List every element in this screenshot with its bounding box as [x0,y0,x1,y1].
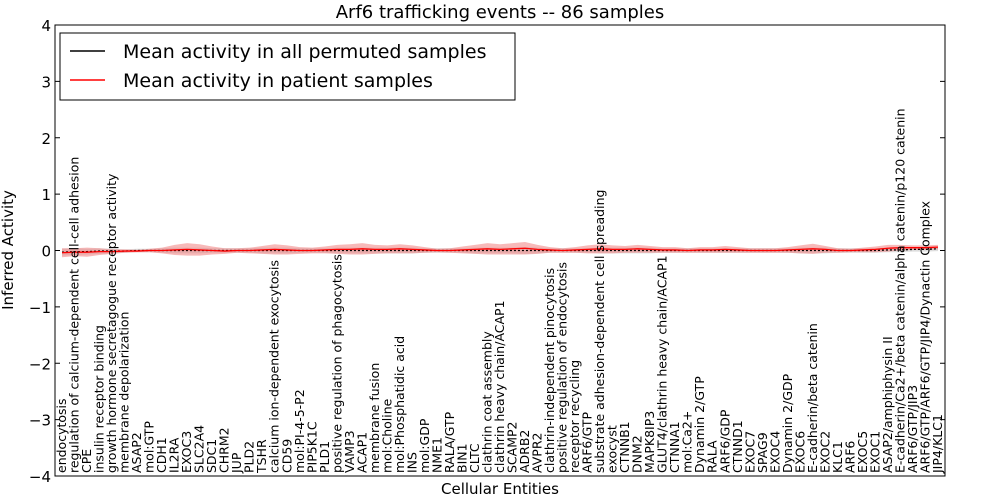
y-tick-label: −4 [29,468,51,486]
y-axis-label: Inferred Activity [0,190,17,310]
x-category-label: NME1 [429,437,444,473]
x-category-label: PLD2 [242,441,257,473]
legend: Mean activity in all permuted samples Me… [59,32,516,101]
x-category-label: ACAP1 [354,432,369,473]
x-category-label: AVPR2 [530,433,545,473]
x-category-label: EXOC3 [179,431,194,473]
x-category-label: EXOC4 [767,431,782,473]
x-category-label: INS [404,452,419,473]
y-tick-label: 3 [41,73,51,91]
x-category-label: ARF6 [842,441,857,473]
x-category-label: EXOC7 [742,431,757,473]
x-category-label: SLC2A4 [192,425,207,473]
x-axis-label: Cellular Entities [441,480,559,498]
x-category-label: CHRM2 [217,427,232,473]
x-category-label: ADRB2 [517,430,532,473]
x-category-label: mol:PI-4-5-P2 [292,389,307,473]
x-category-label: SPAG9 [755,432,770,473]
x-category-label: KLC1 [830,441,845,473]
x-category-label: mol:Phosphatidic acid [392,336,407,473]
x-category-label: CD59 [279,439,294,473]
x-category-label: ARF6/GTP [580,412,595,473]
x-category-label: clathrin heavy chain/ACAP1 [492,300,507,473]
x-category-label: endocytosis [54,398,69,473]
x-category-label: VAMP3 [342,430,357,473]
x-category-label: EXOC1 [867,431,882,473]
x-category-label: ASAP2 [129,432,144,473]
x-category-label: JUP [229,452,244,474]
x-category-label: MAPK8IP3 [642,411,657,473]
y-tick-label: 4 [41,17,51,35]
y-tick-label: −2 [29,355,51,373]
x-category-label: calcium ion-dependent exocytosis [267,260,282,473]
x-category-label: growth hormone secretagogue receptor act… [104,173,119,473]
x-category-label: exocyst [605,425,620,473]
x-category-label: JIP4/KLC1 [930,414,945,474]
x-category-label: mol:Choline [379,398,394,473]
legend-box [59,32,516,101]
y-tick-label: −1 [29,299,51,317]
y-tick-label: 0 [41,243,51,261]
x-category-label: EXOC5 [855,431,870,473]
x-category-label: insulin receptor binding [92,325,107,473]
x-category-label: BIN1 [454,443,469,473]
x-category-label: CTNNA1 [667,421,682,473]
y-tick-label: −3 [29,412,51,430]
x-category-label: CDH1 [154,437,169,473]
x-category-label: mol:GTP [142,421,157,473]
x-category-label: clathrin coat assembly [479,331,494,473]
x-category-label: EXOC6 [792,431,807,473]
x-category-label: CPE [79,449,94,473]
y-tick-label: 2 [41,130,51,148]
legend-label-patient: Mean activity in patient samples [123,70,433,92]
x-category-label: GLUT4/clathrin heavy chain/ACAP1 [655,255,670,473]
x-category-label: receptor recycling [567,360,582,473]
x-category-label: EXOC2 [817,431,832,473]
x-category-label: RALA/GTP [442,411,457,473]
x-category-label: membrane fusion [367,363,382,473]
x-category-label: ARF6/GTP/JIP3 [905,385,920,473]
x-category-label: TSHR [254,439,269,474]
x-category-label: regulation of calcium-dependent cell-cel… [67,157,82,473]
x-category-label: SCAMP2 [505,422,520,474]
x-category-label: Dynamin 2/GTP [692,376,707,473]
chart-title: Arf6 trafficking events -- 86 samples [336,2,665,23]
x-category-label: mol:GDP [417,418,432,473]
x-category-label: PLD1 [317,441,332,473]
x-category-label: PIP5K1C [304,421,319,473]
x-category-label: ARF6/GTP/ARF6/GTP/JIP4/Dynactin Complex [917,201,932,473]
x-category-label: CTNND1 [730,420,745,473]
x-category-label: E-cadherin/Ca2+/beta catenin/alpha caten… [892,108,907,473]
y-tick-label: 1 [41,186,51,204]
legend-label-permuted: Mean activity in all permuted samples [123,41,486,63]
x-category-label: CLTC [467,443,482,473]
x-category-label: mol:Ca2+ [680,411,695,473]
x-category-label: membrane depolarization [117,312,132,473]
x-category-label: DNM2 [630,435,645,473]
x-category-label: clathrin-independent pinocytosis [542,268,557,473]
x-category-label: E-cadherin/beta catenin [805,323,820,473]
x-category-label: ARF6/GDP [717,409,732,473]
patient-mean-line [61,246,939,254]
x-category-label: Dynamin 2/GDP [780,373,795,473]
x-category-label: positive regulation of phagocytosis [329,254,344,473]
x-category-label: positive regulation of endocytosis [555,262,570,473]
x-category-label: ASAP2/amphiphysin II [880,336,895,473]
x-category-label: RALA [705,440,720,473]
x-category-label: IL2RA [167,437,182,473]
x-category-label: substrate adhesion-dependent cell spread… [592,190,607,473]
x-category-label: SDC1 [204,439,219,473]
x-category-label: CTNNB1 [617,421,632,473]
